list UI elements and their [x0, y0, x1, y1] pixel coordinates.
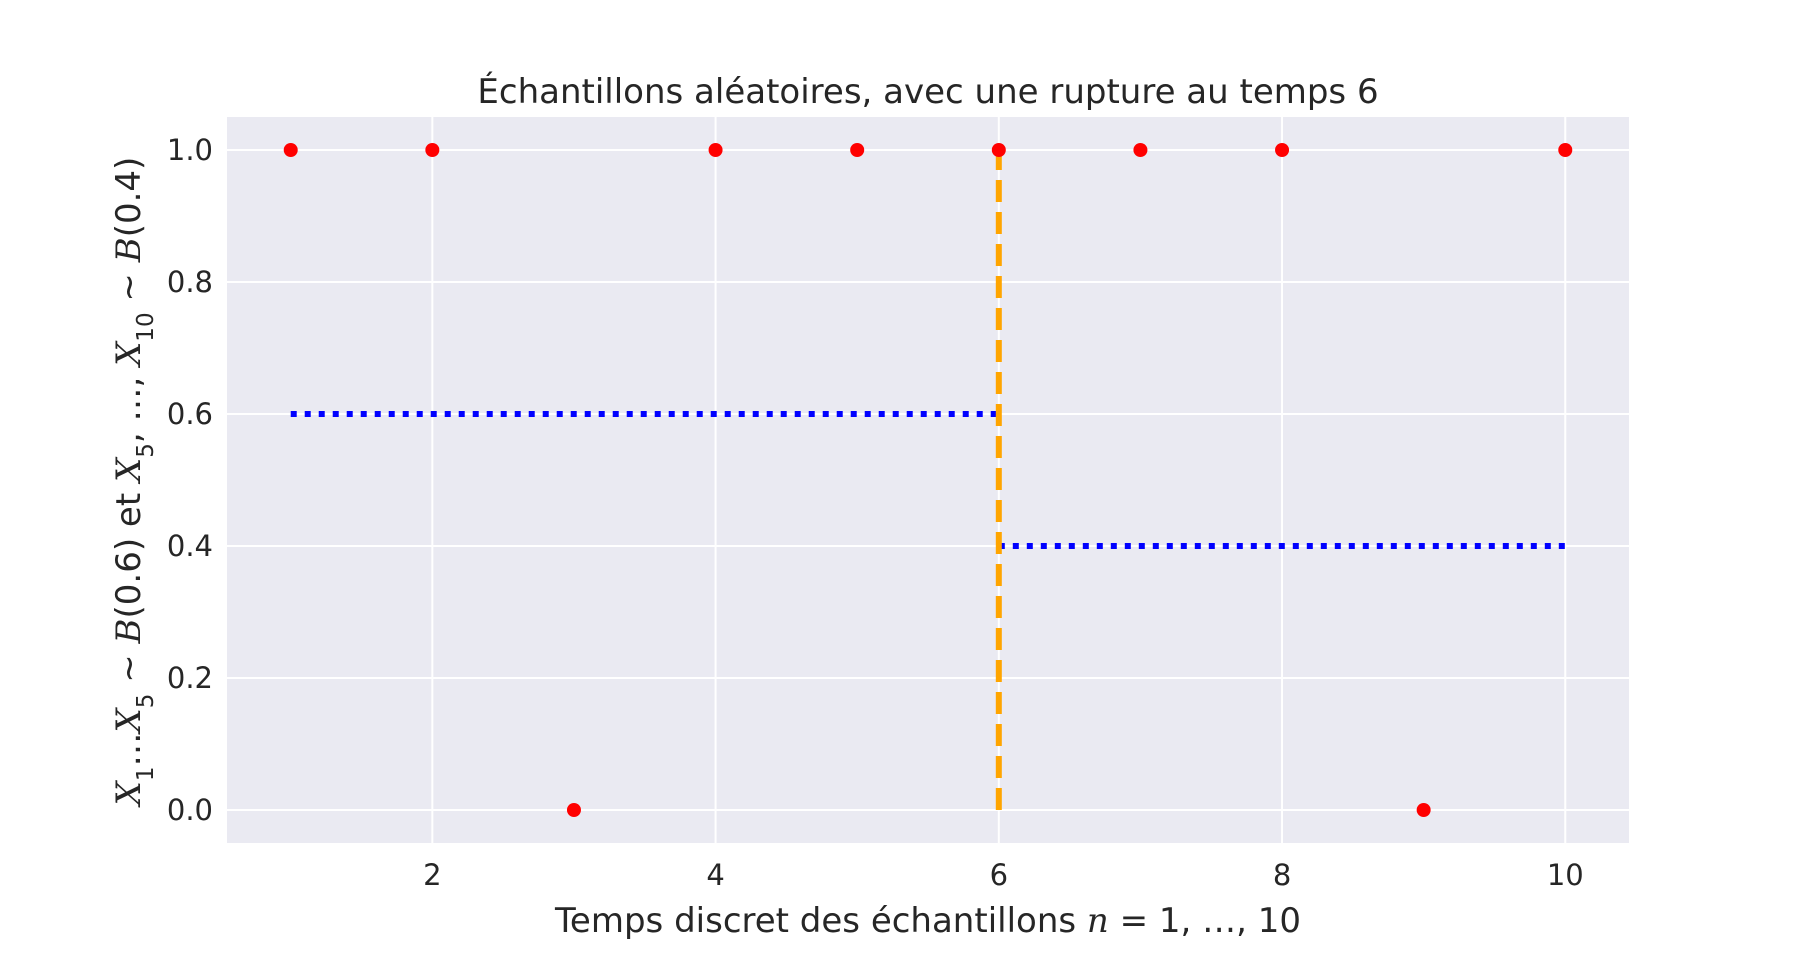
y-label-x10: X: [109, 340, 149, 369]
y-tick-labels: 0.0 0.2 0.4 0.6 0.8 1.0: [167, 133, 213, 827]
y-label-dist2: ~: [109, 262, 149, 312]
data-point-4: [708, 143, 723, 157]
chart-title: Échantillons aléatoires, avec une ruptur…: [477, 71, 1378, 112]
x-axis-label-range: = 1, …, 10: [1109, 901, 1301, 941]
y-label-sub5: 5: [133, 694, 159, 709]
data-point-1: [283, 143, 298, 157]
x-tick-label: 4: [706, 858, 724, 892]
x-axis-label-prefix: Temps discret des échantillons: [554, 901, 1087, 941]
y-label-dist1: ~: [109, 643, 149, 693]
data-point-2: [425, 143, 440, 157]
y-tick-label: 0.8: [167, 265, 213, 299]
y-axis-label: X1…X5 ~ B(0.6) et X5, …, X10 ~ B(0.4): [109, 157, 159, 809]
data-point-6: [991, 143, 1006, 157]
y-label-x1: X: [109, 779, 149, 808]
y-label-b2: B: [109, 237, 149, 263]
data-point-8: [1275, 143, 1290, 157]
x-axis-label: Temps discret des échantillons n = 1, …,…: [554, 901, 1301, 941]
x-tick-label: 2: [423, 858, 441, 892]
plot-area: [227, 117, 1629, 843]
y-label-sub10: 10: [133, 312, 159, 341]
y-label-x5b: X: [109, 456, 149, 485]
y-tick-label: 0.0: [167, 793, 213, 827]
data-points: [283, 143, 1573, 817]
data-point-10: [1558, 143, 1573, 157]
y-label-sub1: 1: [133, 766, 159, 781]
y-tick-label: 0.6: [167, 397, 213, 431]
x-axis-label-var: n: [1087, 901, 1109, 941]
y-label-b1: B: [109, 618, 149, 644]
y-label-sep: , …,: [109, 366, 149, 443]
x-tick-label: 6: [990, 858, 1008, 892]
x-tick-label: 8: [1273, 858, 1291, 892]
reference-lines: [290, 150, 1566, 810]
grid: [227, 117, 1629, 843]
y-tick-label: 0.4: [167, 529, 213, 563]
data-point-7: [1133, 143, 1148, 157]
y-label-sub5b: 5: [133, 443, 159, 458]
data-point-9: [1416, 803, 1431, 817]
y-label-p1: (0.6): [109, 538, 149, 619]
y-label-ellipsis: …: [109, 732, 149, 766]
y-tick-label: 0.2: [167, 661, 213, 695]
data-point-3: [566, 803, 581, 817]
y-label-et: et: [109, 482, 149, 538]
x-tick-labels: 2 4 6 8 10: [423, 858, 1584, 892]
y-label-x5: X: [109, 706, 149, 735]
y-tick-label: 1.0: [167, 133, 213, 167]
y-label-p2: (0.4): [109, 157, 149, 238]
data-point-5: [850, 143, 865, 157]
x-tick-label: 10: [1547, 858, 1584, 892]
